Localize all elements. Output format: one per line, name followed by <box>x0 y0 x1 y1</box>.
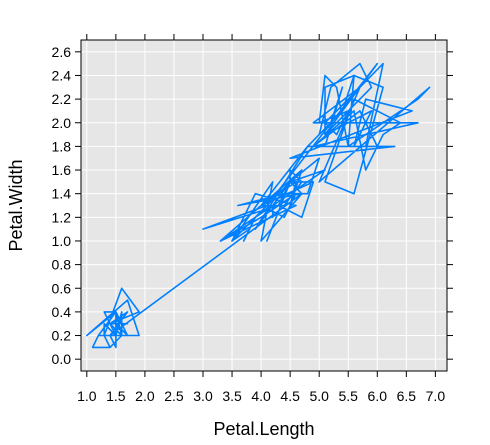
y-tick-label: 2.2 <box>52 91 72 107</box>
y-tick-label: 1.2 <box>52 209 72 225</box>
x-tick-label: 2.0 <box>135 388 155 404</box>
y-tick-label: 0.4 <box>52 304 72 320</box>
y-tick-label: 2.0 <box>52 115 72 131</box>
y-tick-label: 0.8 <box>52 257 72 273</box>
grid-lines <box>81 40 447 371</box>
y-tick-label: 1.6 <box>52 162 72 178</box>
x-tick-label: 3.0 <box>193 388 213 404</box>
y-tick-label: 1.0 <box>52 233 72 249</box>
y-tick-label: 2.6 <box>52 44 72 60</box>
x-tick-label: 6.5 <box>397 388 417 404</box>
x-tick-label: 7.0 <box>426 388 446 404</box>
y-tick-label: 0.6 <box>52 280 72 296</box>
y-tick-label: 2.4 <box>52 67 72 83</box>
y-tick-label: 0.0 <box>52 351 72 367</box>
x-axis-title: Petal.Length <box>213 419 314 439</box>
y-tick-label: 1.4 <box>52 186 72 202</box>
x-tick-label: 3.5 <box>222 388 242 404</box>
x-tick-label: 5.5 <box>339 388 359 404</box>
x-tick-label: 4.5 <box>280 388 300 404</box>
x-tick-label: 6.0 <box>368 388 388 404</box>
x-tick-label: 4.0 <box>251 388 271 404</box>
plot-frame <box>80 39 448 372</box>
axis-ticks: 1.0 1.5 2.0 2.5 3.0 3.5 4.0 4.5 5.0 5.5 6.0 6.5 7.0 0… <box>52 34 453 404</box>
x-tick-label: 1.5 <box>106 388 126 404</box>
x-tick-label: 2.5 <box>164 388 184 404</box>
x-tick-label: 1.0 <box>77 388 97 404</box>
series-line <box>86 62 431 349</box>
y-axis-title: Petal.Width <box>6 159 26 251</box>
y-tick-label: 0.2 <box>52 328 72 344</box>
x-tick-label: 5.0 <box>309 388 329 404</box>
y-tick-label: 1.8 <box>52 138 72 154</box>
